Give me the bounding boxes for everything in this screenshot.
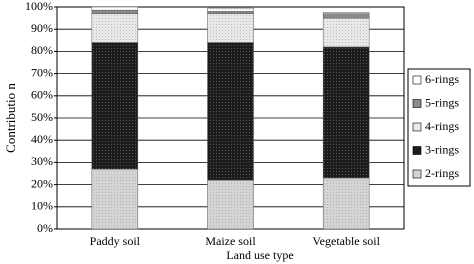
bar-texture xyxy=(207,180,254,229)
y-tick-label: 100% xyxy=(25,0,53,13)
y-tick-label: 0% xyxy=(37,221,53,235)
y-tick-label: 40% xyxy=(31,132,53,146)
x-axis-label: Land use type xyxy=(226,248,293,262)
legend-swatch xyxy=(412,169,422,179)
bar-texture xyxy=(91,42,138,170)
bar-texture xyxy=(323,12,370,14)
bar-texture xyxy=(91,7,138,11)
x-tick-label: Paddy soil xyxy=(90,234,141,248)
bar-texture xyxy=(323,177,370,229)
bar-texture xyxy=(91,169,138,229)
legend-label: 2-rings xyxy=(425,166,459,180)
y-tick-label: 60% xyxy=(31,88,53,102)
y-tick-label: 20% xyxy=(31,176,53,190)
y-tick-label: 30% xyxy=(31,154,53,168)
legend-swatch xyxy=(412,146,422,155)
bar-texture xyxy=(91,13,138,43)
legend-label: 3-rings xyxy=(425,142,459,156)
bar-texture xyxy=(323,46,370,178)
legend-label: 4-rings xyxy=(425,119,459,133)
legend-label: 6-rings xyxy=(425,72,459,86)
bar-texture xyxy=(207,42,254,181)
y-tick-label: 70% xyxy=(31,65,53,79)
y-tick-label: 50% xyxy=(31,110,53,124)
bar-texture xyxy=(207,8,254,12)
legend-swatch xyxy=(412,75,422,85)
y-tick-label: 90% xyxy=(31,21,53,35)
bar-texture xyxy=(207,13,254,43)
x-tick-label: Maize soil xyxy=(205,234,256,248)
y-axis-label: Contributio n xyxy=(3,83,18,153)
legend-swatch xyxy=(412,99,422,108)
bar-texture xyxy=(323,13,370,19)
legend-swatch xyxy=(412,122,422,132)
legend-label: 5-rings xyxy=(425,95,459,109)
bar-texture xyxy=(91,10,138,14)
y-tick-label: 10% xyxy=(31,199,53,213)
bar-texture xyxy=(207,11,254,14)
x-tick-label: Vegetable soil xyxy=(312,234,380,248)
bar-texture xyxy=(323,18,370,47)
y-tick-label: 80% xyxy=(31,43,53,57)
